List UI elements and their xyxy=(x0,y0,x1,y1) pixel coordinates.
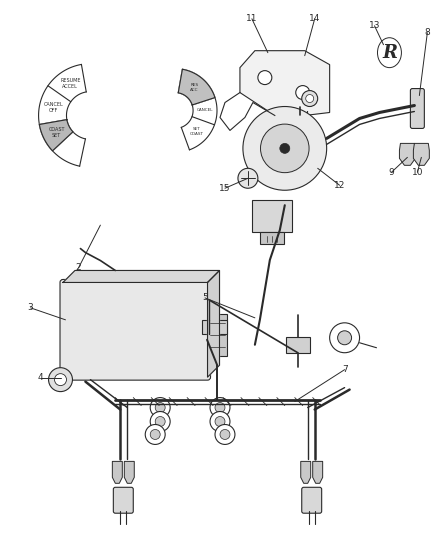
Polygon shape xyxy=(112,462,122,483)
Bar xyxy=(208,314,227,356)
Bar xyxy=(252,200,292,232)
Circle shape xyxy=(215,416,225,426)
Text: 3: 3 xyxy=(28,303,33,312)
FancyBboxPatch shape xyxy=(113,487,133,513)
Circle shape xyxy=(145,424,165,445)
Circle shape xyxy=(155,402,165,413)
Text: 15: 15 xyxy=(219,184,231,193)
Circle shape xyxy=(215,402,225,413)
Text: 8: 8 xyxy=(424,28,430,37)
Text: COAST
SET: COAST SET xyxy=(49,127,65,138)
Circle shape xyxy=(150,411,170,432)
Circle shape xyxy=(330,323,360,353)
Polygon shape xyxy=(178,69,215,105)
Polygon shape xyxy=(413,143,429,165)
FancyBboxPatch shape xyxy=(302,487,321,513)
Text: 5: 5 xyxy=(202,293,208,302)
Circle shape xyxy=(210,411,230,432)
FancyBboxPatch shape xyxy=(60,279,211,380)
Text: 10: 10 xyxy=(412,168,423,177)
Polygon shape xyxy=(39,119,73,151)
Text: SET
COAST: SET COAST xyxy=(189,127,203,136)
Polygon shape xyxy=(63,270,219,282)
Text: 4: 4 xyxy=(38,373,43,382)
Circle shape xyxy=(150,398,170,417)
Polygon shape xyxy=(313,462,323,483)
Polygon shape xyxy=(399,143,415,165)
Circle shape xyxy=(215,424,235,445)
Polygon shape xyxy=(301,462,311,483)
Circle shape xyxy=(155,416,165,426)
Text: RES
ACC: RES ACC xyxy=(190,83,198,92)
FancyBboxPatch shape xyxy=(410,88,424,128)
Circle shape xyxy=(338,331,352,345)
Text: 11: 11 xyxy=(246,14,258,23)
Text: 12: 12 xyxy=(334,181,345,190)
Text: RESUME
ACCEL: RESUME ACCEL xyxy=(60,78,81,89)
Polygon shape xyxy=(240,51,330,116)
Circle shape xyxy=(296,86,310,100)
Text: 7: 7 xyxy=(342,365,347,374)
Bar xyxy=(202,320,227,334)
Text: 13: 13 xyxy=(369,21,380,30)
Text: 9: 9 xyxy=(389,168,394,177)
Text: 2: 2 xyxy=(76,263,81,272)
Bar xyxy=(260,232,284,244)
Circle shape xyxy=(220,430,230,439)
Circle shape xyxy=(258,71,272,85)
Text: CANCEL
OFF: CANCEL OFF xyxy=(43,102,63,113)
Text: R: R xyxy=(382,44,397,62)
Polygon shape xyxy=(208,270,219,377)
Text: CANCEL: CANCEL xyxy=(197,109,213,112)
Circle shape xyxy=(49,368,72,392)
Circle shape xyxy=(302,91,318,107)
Circle shape xyxy=(261,124,309,173)
Text: 14: 14 xyxy=(309,14,320,23)
Polygon shape xyxy=(124,462,134,483)
Circle shape xyxy=(306,94,314,102)
Circle shape xyxy=(238,168,258,188)
Circle shape xyxy=(210,398,230,417)
Circle shape xyxy=(243,107,327,190)
Bar xyxy=(286,337,310,353)
Circle shape xyxy=(150,430,160,439)
Circle shape xyxy=(280,143,290,154)
Circle shape xyxy=(54,374,67,385)
